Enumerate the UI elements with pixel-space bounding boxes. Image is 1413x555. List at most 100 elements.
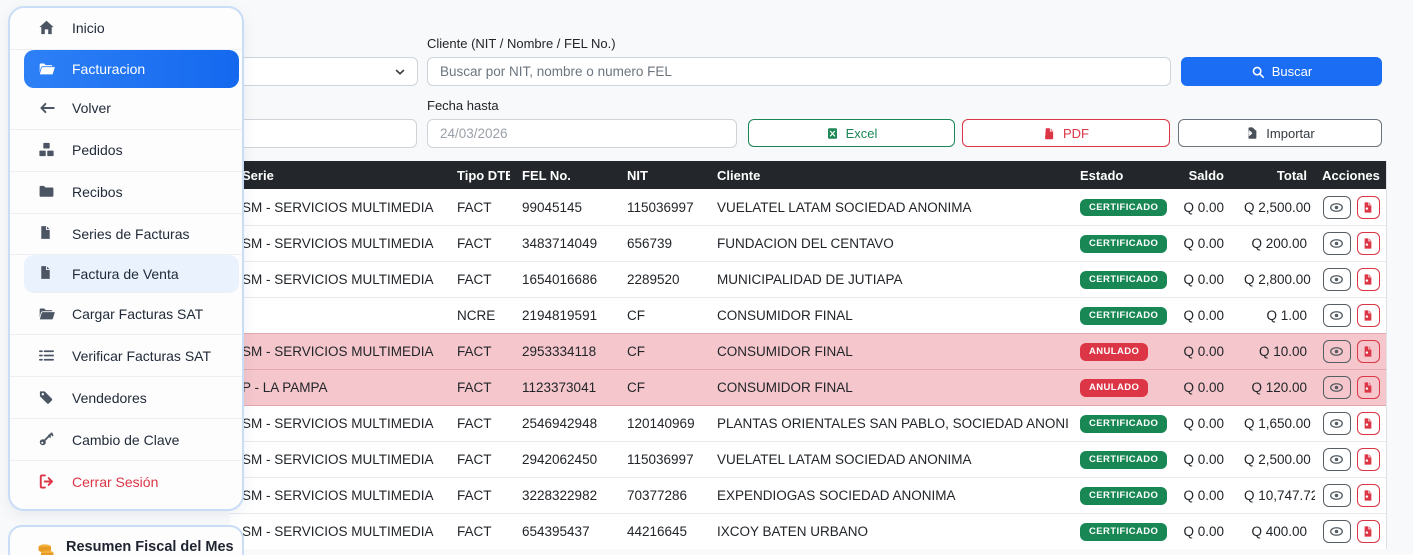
cell-total: Q 2,800.00 bbox=[1244, 272, 1311, 287]
sidebar-item-cambio-de-clave[interactable]: Cambio de Clave bbox=[10, 419, 242, 462]
cell-fel-no: 2942062450 bbox=[522, 452, 598, 467]
cell-tipo-dte: FACT bbox=[457, 380, 492, 395]
cell-estado: CERTIFICADO bbox=[1068, 414, 1168, 433]
cell-fel-no: 99045145 bbox=[522, 199, 583, 215]
file-import-icon bbox=[1245, 126, 1259, 140]
cell-acciones bbox=[1315, 448, 1387, 471]
fecha-hasta-input[interactable] bbox=[427, 119, 737, 148]
sidebar-item-label: Recibos bbox=[72, 184, 123, 201]
cell-nit: 44216645 bbox=[627, 524, 688, 539]
pdf-button-label: PDF bbox=[1063, 125, 1089, 141]
cell-tipo-dte: FACT bbox=[457, 488, 492, 503]
cell-nit: CF bbox=[627, 380, 645, 395]
invoice-pdf-button[interactable] bbox=[1356, 484, 1380, 507]
view-invoice-button[interactable] bbox=[1322, 484, 1351, 507]
importar-button[interactable]: Importar bbox=[1178, 119, 1382, 147]
view-invoice-button[interactable] bbox=[1322, 520, 1351, 543]
cell-total: Q 2,500.00 bbox=[1244, 199, 1311, 215]
cell-estado: CERTIFICADO bbox=[1068, 522, 1168, 541]
sidebar-item-pedidos[interactable]: Pedidos bbox=[10, 130, 242, 172]
sidebar-item-volver[interactable]: Volver bbox=[10, 88, 242, 130]
column-header-tipo-dte: Tipo DTE bbox=[457, 167, 510, 183]
buscar-button-label: Buscar bbox=[1271, 64, 1313, 79]
view-invoice-button[interactable] bbox=[1322, 304, 1351, 327]
cliente-search-input[interactable] bbox=[427, 57, 1171, 86]
invoice-pdf-button[interactable] bbox=[1356, 232, 1380, 255]
view-invoice-button[interactable] bbox=[1322, 412, 1351, 435]
invoice-pdf-button[interactable] bbox=[1356, 304, 1380, 327]
invoice-pdf-button[interactable] bbox=[1356, 195, 1380, 219]
status-badge: CERTIFICADO bbox=[1080, 271, 1168, 289]
view-invoice-button[interactable] bbox=[1322, 195, 1351, 219]
cell-cliente: FUNDACION DEL CENTAVO bbox=[717, 236, 894, 251]
table-row: SM - SERVICIOS MULTIMEDIA FACT 2942062450 1… bbox=[230, 441, 1386, 477]
list-check-icon bbox=[38, 347, 56, 365]
cell-acciones bbox=[1315, 412, 1387, 435]
pdf-file-icon bbox=[1362, 201, 1374, 214]
sidebar-item-factura-de-venta[interactable]: Factura de Venta bbox=[24, 255, 239, 294]
table-row: P - LA PAMPA FACT 1123373041 CF CONSUMIDOR F… bbox=[230, 369, 1386, 405]
view-invoice-button[interactable] bbox=[1322, 448, 1351, 471]
cell-fel-no: 2194819591 bbox=[522, 308, 598, 323]
cell-estado: CERTIFICADO bbox=[1068, 306, 1168, 325]
buscar-button[interactable]: Buscar bbox=[1181, 57, 1382, 86]
invoice-pdf-button[interactable] bbox=[1356, 268, 1380, 291]
cell-tipo-dte: NCRE bbox=[457, 308, 496, 323]
invoice-pdf-button[interactable] bbox=[1356, 376, 1380, 399]
table-row: SM - SERVICIOS MULTIMEDIA FACT 2953334118 C… bbox=[230, 333, 1386, 369]
cell-total: Q 200.00 bbox=[1251, 236, 1307, 251]
sidebar-item-inicio[interactable]: Inicio bbox=[10, 8, 242, 50]
cell-acciones bbox=[1315, 304, 1387, 327]
cell-acciones bbox=[1315, 195, 1387, 219]
excel-export-button[interactable]: Excel bbox=[748, 119, 955, 147]
cell-nit: CF bbox=[627, 308, 645, 323]
cell-tipo-dte: FACT bbox=[457, 452, 492, 467]
table-row: SM - SERVICIOS MULTIMEDIA FACT 654395437 44… bbox=[230, 513, 1386, 549]
coins-icon bbox=[36, 539, 56, 555]
sidebar-item-recibos[interactable]: Recibos bbox=[10, 172, 242, 214]
view-invoice-button[interactable] bbox=[1322, 268, 1351, 291]
status-badge: CERTIFICADO bbox=[1080, 451, 1168, 469]
column-header-total: Total bbox=[1276, 167, 1307, 183]
importar-button-label: Importar bbox=[1266, 125, 1315, 141]
sidebar-item-verificar-facturas-sat[interactable]: Verificar Facturas SAT bbox=[10, 335, 242, 378]
pdf-file-icon bbox=[1362, 525, 1374, 538]
sidebar-item-vendedores[interactable]: Vendedores bbox=[10, 377, 242, 420]
cell-nit: 115036997 bbox=[627, 199, 694, 215]
cell-saldo: Q 0.00 bbox=[1183, 524, 1224, 539]
pdf-file-icon bbox=[1362, 237, 1374, 250]
pdf-export-button[interactable]: PDF bbox=[962, 119, 1170, 147]
invoice-pdf-button[interactable] bbox=[1356, 448, 1380, 471]
cell-fel-no: 1654016686 bbox=[522, 272, 598, 287]
pdf-file-icon bbox=[1362, 381, 1374, 394]
cell-total: Q 2,500.00 bbox=[1244, 452, 1311, 467]
sidebar-item-series-de-facturas[interactable]: Series de Facturas bbox=[10, 214, 242, 256]
cell-cliente: MUNICIPALIDAD DE JUTIAPA bbox=[717, 272, 903, 287]
cell-cliente: CONSUMIDOR FINAL bbox=[717, 380, 853, 395]
tags-icon bbox=[38, 389, 56, 407]
cell-tipo-dte: FACT bbox=[457, 272, 492, 287]
table-row: SM - SERVICIOS MULTIMEDIA FACT 3228322982 7… bbox=[230, 477, 1386, 513]
pdf-file-icon bbox=[1362, 417, 1374, 430]
sidebar-item-facturacion[interactable]: Facturacion bbox=[24, 49, 239, 88]
sidebar-item-cerrar-sesi-n[interactable]: Cerrar Sesión bbox=[10, 461, 242, 503]
sidebar-item-label: Cambio de Clave bbox=[72, 431, 180, 448]
sidebar-item-cargar-facturas-sat[interactable]: Cargar Facturas SAT bbox=[10, 293, 242, 336]
invoice-pdf-button[interactable] bbox=[1356, 412, 1380, 435]
column-header-fel-no-: FEL No. bbox=[522, 167, 571, 183]
eye-icon bbox=[1329, 272, 1344, 287]
cell-cliente: VUELATEL LATAM SOCIEDAD ANONIMA bbox=[717, 452, 972, 467]
view-invoice-button[interactable] bbox=[1322, 340, 1351, 363]
status-badge: CERTIFICADO bbox=[1080, 523, 1168, 541]
fiscal-summary-card[interactable]: Resumen Fiscal del Mes bbox=[8, 525, 244, 555]
invoice-pdf-button[interactable] bbox=[1356, 340, 1380, 363]
view-invoice-button[interactable] bbox=[1322, 232, 1351, 255]
cell-total: Q 10,747.72 bbox=[1244, 488, 1315, 503]
eye-icon bbox=[1329, 488, 1344, 503]
cell-fel-no: 2953334118 bbox=[522, 344, 597, 359]
invoice-pdf-button[interactable] bbox=[1356, 520, 1380, 543]
table-row: SM - SERVICIOS MULTIMEDIA FACT 99045145 115… bbox=[230, 189, 1386, 225]
view-invoice-button[interactable] bbox=[1322, 376, 1351, 399]
sidebar-item-label: Pedidos bbox=[72, 142, 123, 159]
cell-cliente: CONSUMIDOR FINAL bbox=[717, 344, 853, 359]
